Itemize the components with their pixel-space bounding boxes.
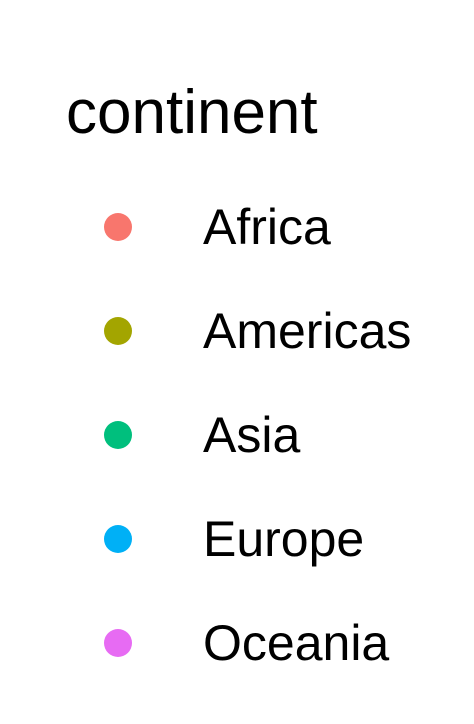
legend-key-africa bbox=[104, 213, 132, 241]
legend-item-americas: Americas bbox=[0, 302, 474, 362]
legend-item-oceania: Oceania bbox=[0, 614, 474, 674]
legend-key-americas bbox=[104, 317, 132, 345]
legend-label-africa: Africa bbox=[203, 199, 331, 255]
legend-label-oceania: Oceania bbox=[203, 615, 390, 671]
legend-title: continent bbox=[66, 78, 318, 147]
legend-key-asia bbox=[104, 421, 132, 449]
legend-key-europe bbox=[104, 525, 132, 553]
legend-item-africa: Africa bbox=[0, 198, 474, 258]
legend-key-oceania bbox=[104, 629, 132, 657]
legend-label-americas: Americas bbox=[203, 303, 412, 359]
legend-label-europe: Europe bbox=[203, 511, 365, 567]
legend-label-asia: Asia bbox=[203, 407, 301, 463]
legend-item-europe: Europe bbox=[0, 510, 474, 570]
legend-item-asia: Asia bbox=[0, 406, 474, 466]
